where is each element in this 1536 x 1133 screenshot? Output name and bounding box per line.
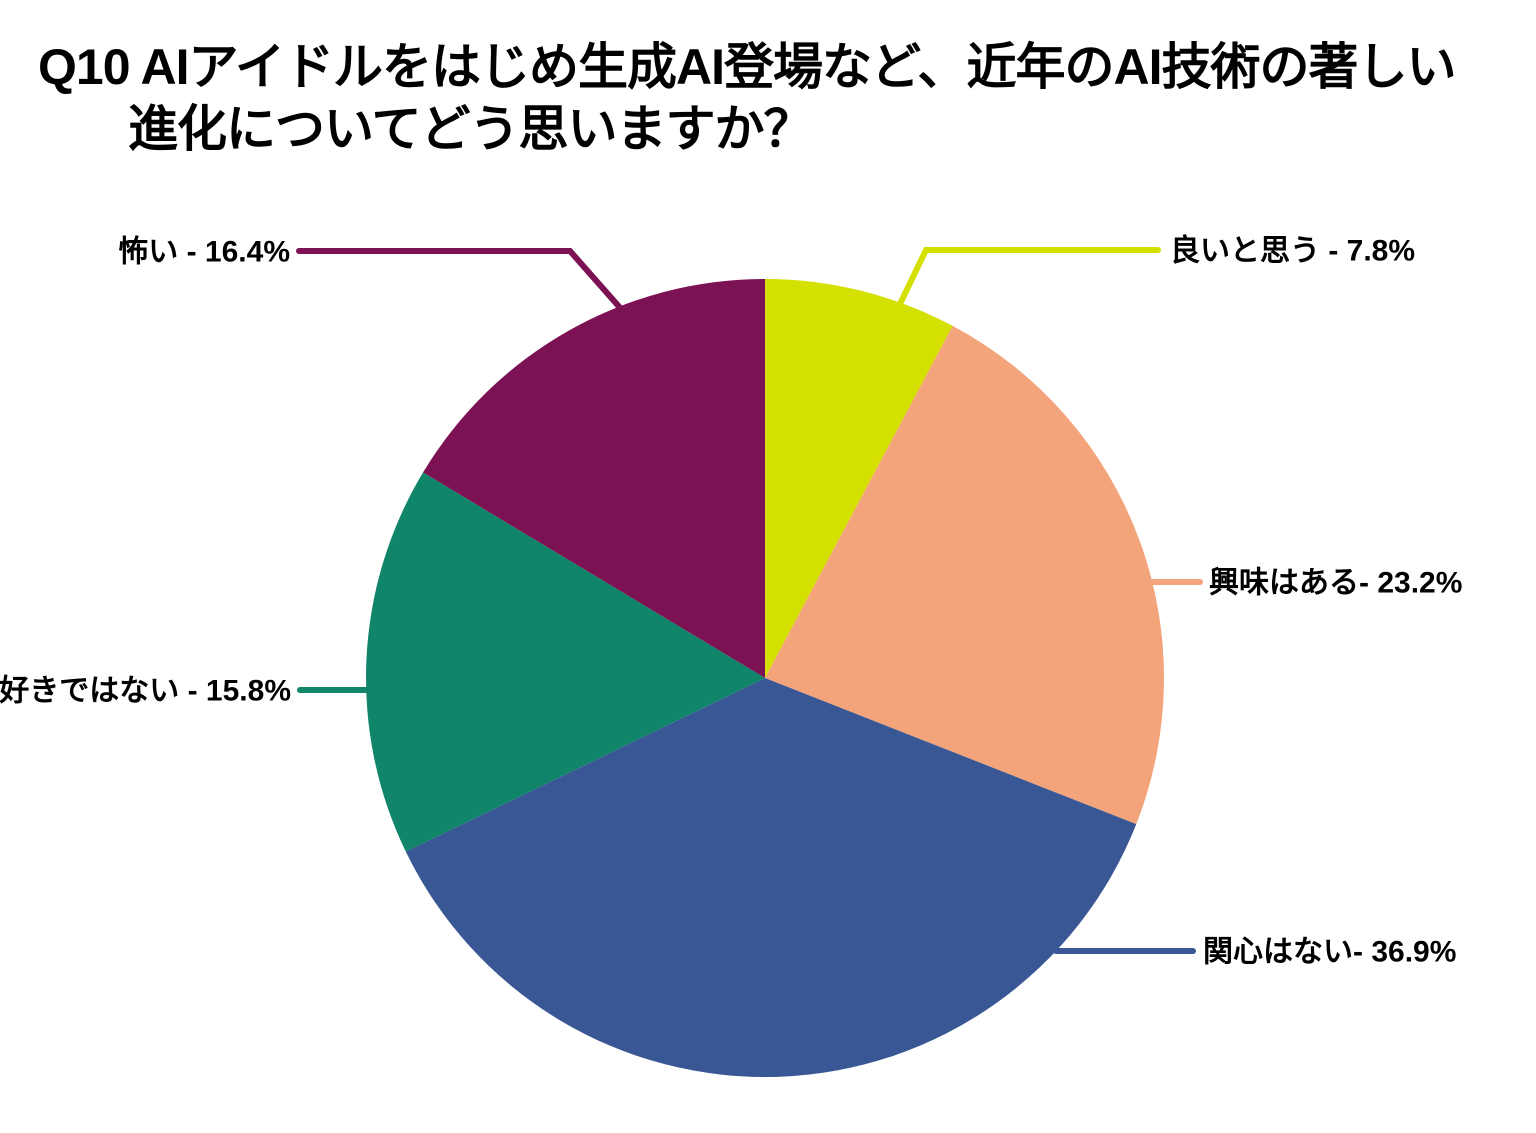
slice-label-good: 良いと思う - 7.8% — [1170, 234, 1415, 268]
chart-title-line-2: 進化についてどう思いますか？ — [128, 101, 813, 157]
slice-label-no-interest: 関心はない- 36.9% — [1203, 936, 1456, 969]
chart-title: Q10 AIアイドルをはじめ生成AI登場など、近年のAI技術の著しい 進化につい… — [38, 36, 1457, 160]
pie-slice-no-interest — [405, 678, 1137, 1077]
leader-line-good — [896, 247, 1161, 309]
slice-label-dislike: 好きではない - 15.8% — [0, 675, 291, 708]
pie-slice-interested — [765, 325, 1165, 825]
pie-slice-dislike — [366, 472, 765, 852]
slice-label-interested: 興味はある- 23.2% — [1209, 567, 1462, 600]
slice-label-scary: 怖い - 16.4% — [118, 236, 290, 269]
pie-slice-good — [765, 279, 953, 678]
leader-line-scary — [296, 248, 625, 313]
pie-slice-scary — [423, 279, 765, 678]
chart-title-line-1: Q10 AIアイドルをはじめ生成AI登場など、近年のAI技術の著しい — [38, 39, 1457, 95]
